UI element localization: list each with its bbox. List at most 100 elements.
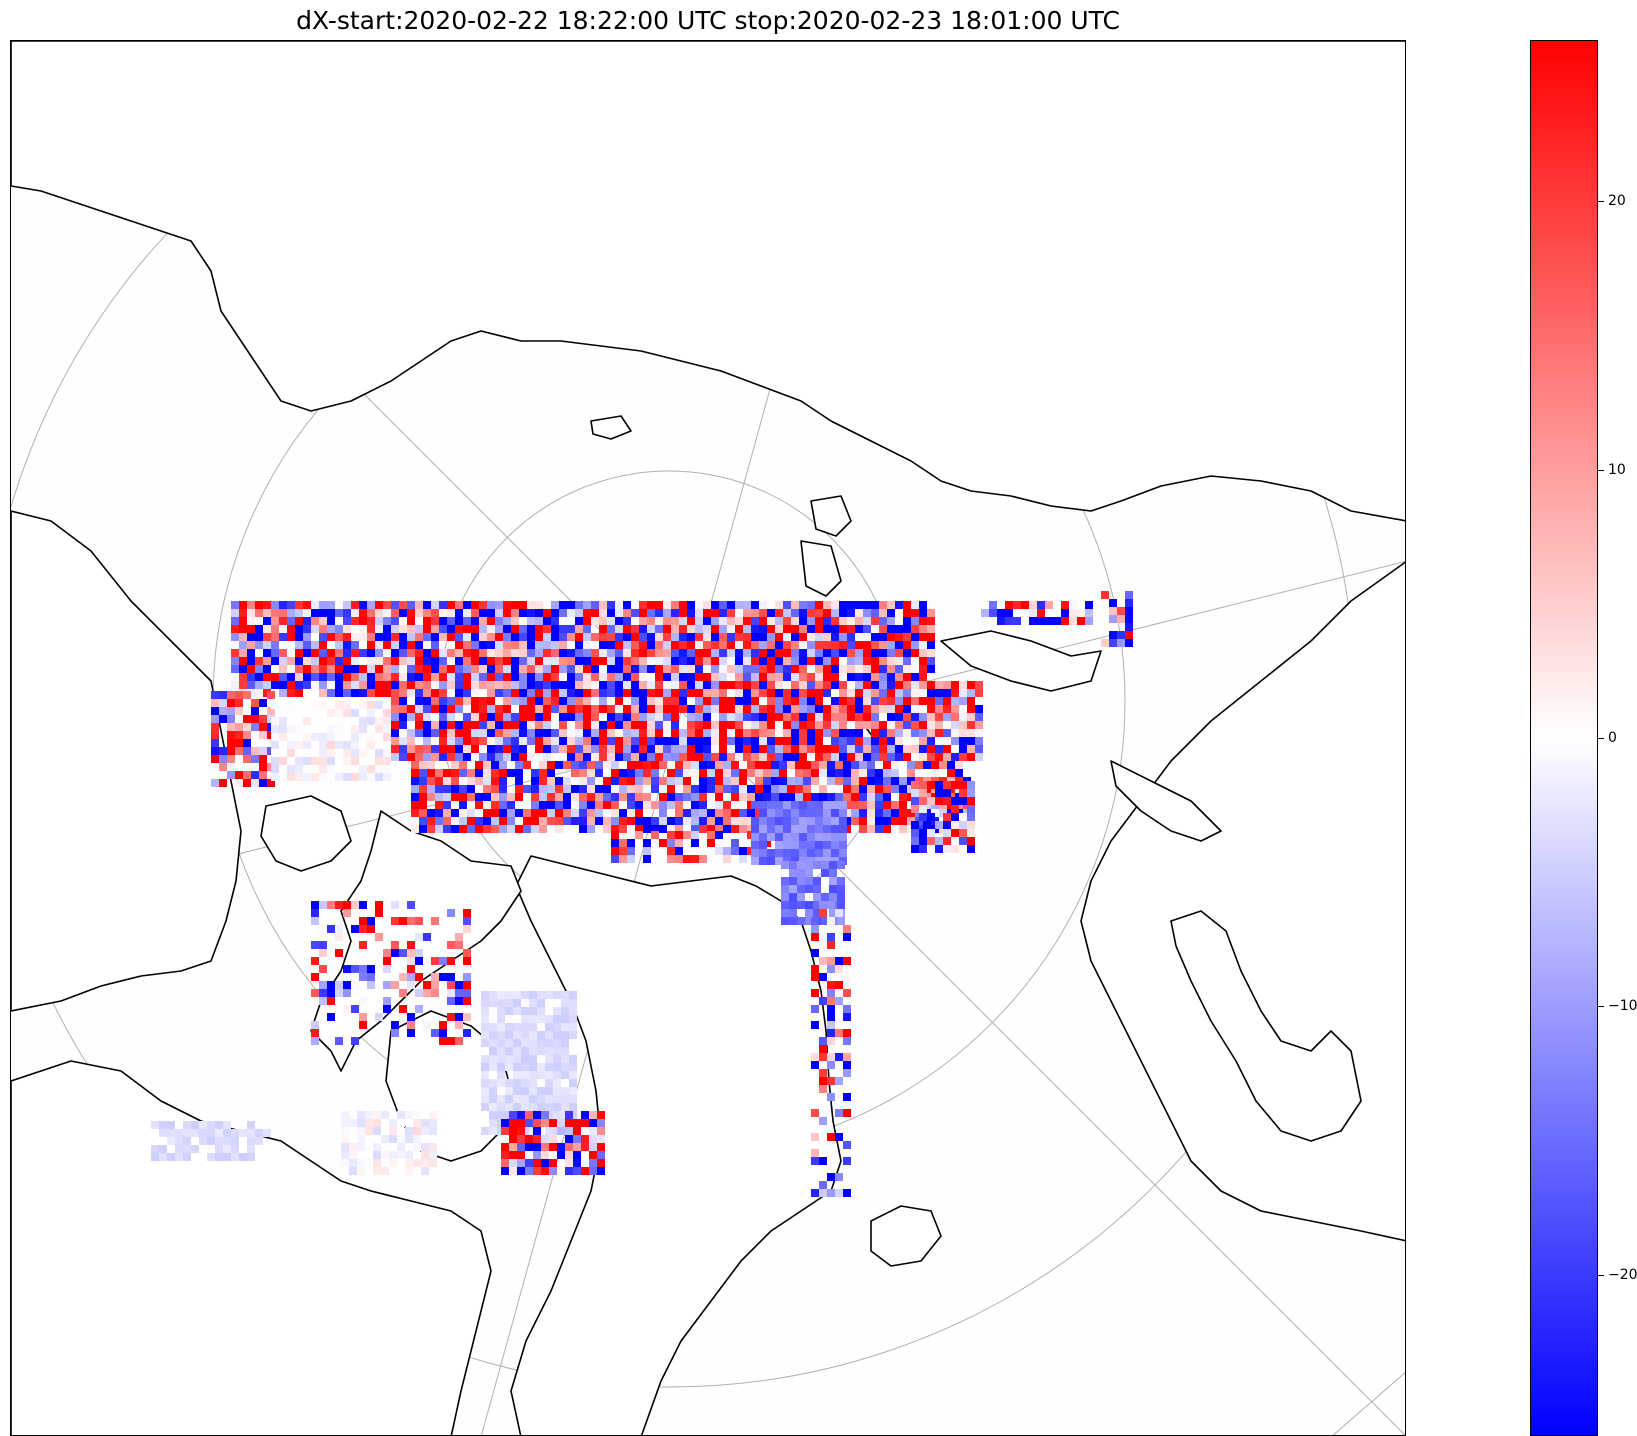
data-pixel: [279, 733, 287, 741]
data-pixel: [399, 1005, 407, 1013]
data-pixel: [247, 625, 255, 633]
data-pixel: [483, 793, 491, 801]
data-pixel: [399, 633, 407, 641]
data-pixel: [495, 681, 503, 689]
data-pixel: [319, 733, 327, 741]
data-pixel: [527, 649, 535, 657]
data-pixel: [815, 809, 823, 817]
data-pixel: [341, 1119, 349, 1127]
data-pixel: [607, 737, 615, 745]
data-pixel: [811, 777, 819, 785]
data-pixel: [503, 657, 511, 665]
data-pixel: [711, 657, 719, 665]
data-pixel: [839, 609, 847, 617]
data-pixel: [871, 609, 879, 617]
data-pixel: [651, 785, 659, 793]
data-pixel: [487, 633, 495, 641]
data-pixel: [367, 917, 375, 925]
data-pixel: [271, 625, 279, 633]
data-pixel: [463, 729, 471, 737]
data-pixel: [367, 709, 375, 717]
data-pixel: [561, 1063, 569, 1071]
data-pixel: [623, 721, 631, 729]
data-pixel: [467, 769, 475, 777]
data-pixel: [227, 747, 235, 755]
data-pixel: [719, 753, 727, 761]
data-pixel: [837, 877, 845, 885]
data-pixel: [545, 1095, 553, 1103]
data-pixel: [671, 721, 679, 729]
data-pixel: [367, 773, 375, 781]
data-pixel: [675, 847, 683, 855]
data-pixel: [919, 689, 927, 697]
data-pixel: [635, 761, 643, 769]
data-pixel: [191, 1121, 199, 1129]
data-pixel: [775, 745, 783, 753]
data-pixel: [259, 779, 267, 787]
data-pixel: [823, 721, 831, 729]
data-pixel: [831, 809, 839, 817]
data-pixel: [583, 673, 591, 681]
data-pixel: [919, 781, 927, 789]
data-pixel: [823, 849, 831, 857]
data-pixel: [553, 1103, 561, 1111]
data-pixel: [947, 761, 955, 769]
data-pixel: [647, 697, 655, 705]
data-pixel: [791, 609, 799, 617]
data-pixel: [671, 641, 679, 649]
data-pixel: [583, 729, 591, 737]
data-pixel: [739, 809, 747, 817]
data-pixel: [603, 777, 611, 785]
data-pixel: [519, 609, 527, 617]
data-pixel: [503, 665, 511, 673]
data-pixel: [607, 681, 615, 689]
data-pixel: [799, 665, 807, 673]
data-pixel: [623, 649, 631, 657]
data-pixel: [627, 793, 635, 801]
data-pixel: [561, 1047, 569, 1055]
data-pixel: [975, 705, 983, 713]
data-pixel: [863, 673, 871, 681]
data-pixel: [655, 609, 663, 617]
data-pixel: [891, 801, 899, 809]
data-pixel: [575, 745, 583, 753]
data-pixel: [479, 641, 487, 649]
data-pixel: [311, 609, 319, 617]
data-pixel: [663, 721, 671, 729]
data-pixel: [571, 785, 579, 793]
data-pixel: [455, 705, 463, 713]
data-pixel: [607, 713, 615, 721]
data-pixel: [561, 1015, 569, 1023]
data-pixel: [911, 625, 919, 633]
data-pixel: [879, 641, 887, 649]
data-pixel: [811, 793, 819, 801]
data-pixel: [895, 633, 903, 641]
data-pixel: [1037, 601, 1045, 609]
data-pixel: [819, 1077, 827, 1085]
data-pixel: [763, 769, 771, 777]
data-pixel: [419, 793, 427, 801]
data-pixel: [759, 609, 767, 617]
data-pixel: [799, 657, 807, 665]
data-pixel: [367, 957, 375, 965]
data-pixel: [791, 833, 799, 841]
data-pixel: [911, 713, 919, 721]
data-pixel: [397, 1135, 405, 1143]
data-pixel: [521, 1031, 529, 1039]
data-pixel: [335, 773, 343, 781]
data-pixel: [807, 641, 815, 649]
data-pixel: [759, 833, 767, 841]
data-pixel: [211, 691, 219, 699]
data-pixel: [899, 817, 907, 825]
data-pixel: [563, 801, 571, 809]
data-pixel: [947, 769, 955, 777]
data-pixel: [903, 681, 911, 689]
data-pixel: [327, 717, 335, 725]
map-panel[interactable]: [10, 40, 1406, 1436]
data-pixel: [375, 901, 383, 909]
data-pixel: [479, 705, 487, 713]
data-pixel: [789, 901, 797, 909]
data-pixel: [525, 1151, 533, 1159]
data-pixel: [911, 721, 919, 729]
data-pixel: [383, 689, 391, 697]
